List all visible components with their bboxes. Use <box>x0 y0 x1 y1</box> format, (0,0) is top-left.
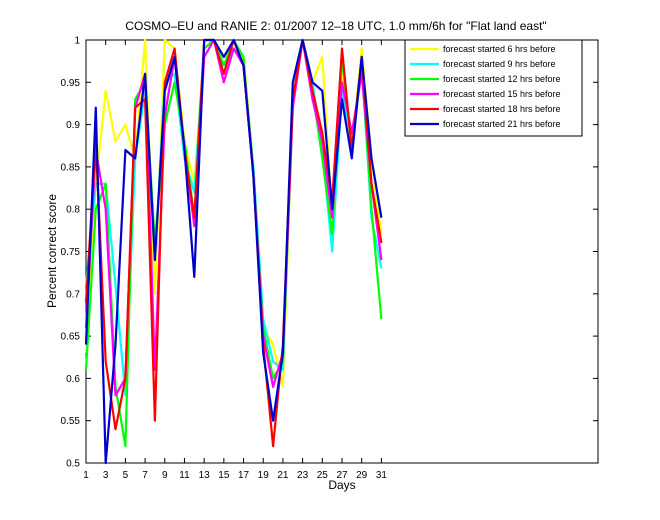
x-tick-label: 5 <box>123 470 129 481</box>
legend-label: forecast started 9 hrs before <box>443 59 556 69</box>
x-tick-label: 11 <box>179 470 190 481</box>
x-tick-label: 17 <box>238 470 250 481</box>
x-axis-title: Days <box>328 478 355 492</box>
legend-label: forecast started 18 hrs before <box>443 104 561 114</box>
y-tick-label: 0.6 <box>66 374 80 385</box>
y-tick-label: 0.9 <box>66 120 80 131</box>
y-tick-label: 0.5 <box>66 459 80 470</box>
x-tick-label: 27 <box>336 470 348 481</box>
x-tick-label: 9 <box>162 470 168 481</box>
y-tick-label: 1 <box>74 36 80 47</box>
series-line-6 <box>84 38 383 465</box>
y-tick-label: 0.85 <box>61 162 81 173</box>
y-tick-label: 0.65 <box>61 332 81 343</box>
legend-label: forecast started 6 hrs before <box>443 44 556 54</box>
x-tick-label: 3 <box>103 470 109 481</box>
legend-label: forecast started 12 hrs before <box>443 74 561 84</box>
x-tick-label: 7 <box>142 470 148 481</box>
legend-label: forecast started 15 hrs before <box>443 89 561 99</box>
chart-title: COSMO–EU and RANIE 2: 01/2007 12–18 UTC,… <box>125 19 546 33</box>
legend-box <box>404 39 583 137</box>
x-tick-label: 25 <box>317 470 329 481</box>
x-tick-label: 31 <box>376 470 388 481</box>
legend-label: forecast started 21 hrs before <box>443 119 561 129</box>
y-axis: 0.5 0.55 0.6 0.65 0.7 0.75 0.8 0.85 0.9 0.95 1 <box>61 36 598 470</box>
x-tick-label: 1 <box>83 470 89 481</box>
y-tick-label: 0.95 <box>61 78 81 89</box>
x-tick-label: 29 <box>356 470 368 481</box>
y-tick-label: 0.8 <box>66 205 80 216</box>
y-tick-label: 0.75 <box>61 247 81 258</box>
x-tick-label: 21 <box>277 470 289 481</box>
x-tick-label: 19 <box>258 470 270 481</box>
y-tick-label: 0.55 <box>61 416 81 427</box>
x-tick-label: 23 <box>297 470 309 481</box>
legend: forecast started 6 hrs before forecast st… <box>404 39 583 137</box>
y-tick-label: 0.7 <box>66 289 80 300</box>
series-lines <box>84 38 383 465</box>
y-axis-title: Percent correct score <box>45 194 59 308</box>
x-tick-label: 13 <box>199 470 211 481</box>
x-tick-label: 15 <box>218 470 230 481</box>
